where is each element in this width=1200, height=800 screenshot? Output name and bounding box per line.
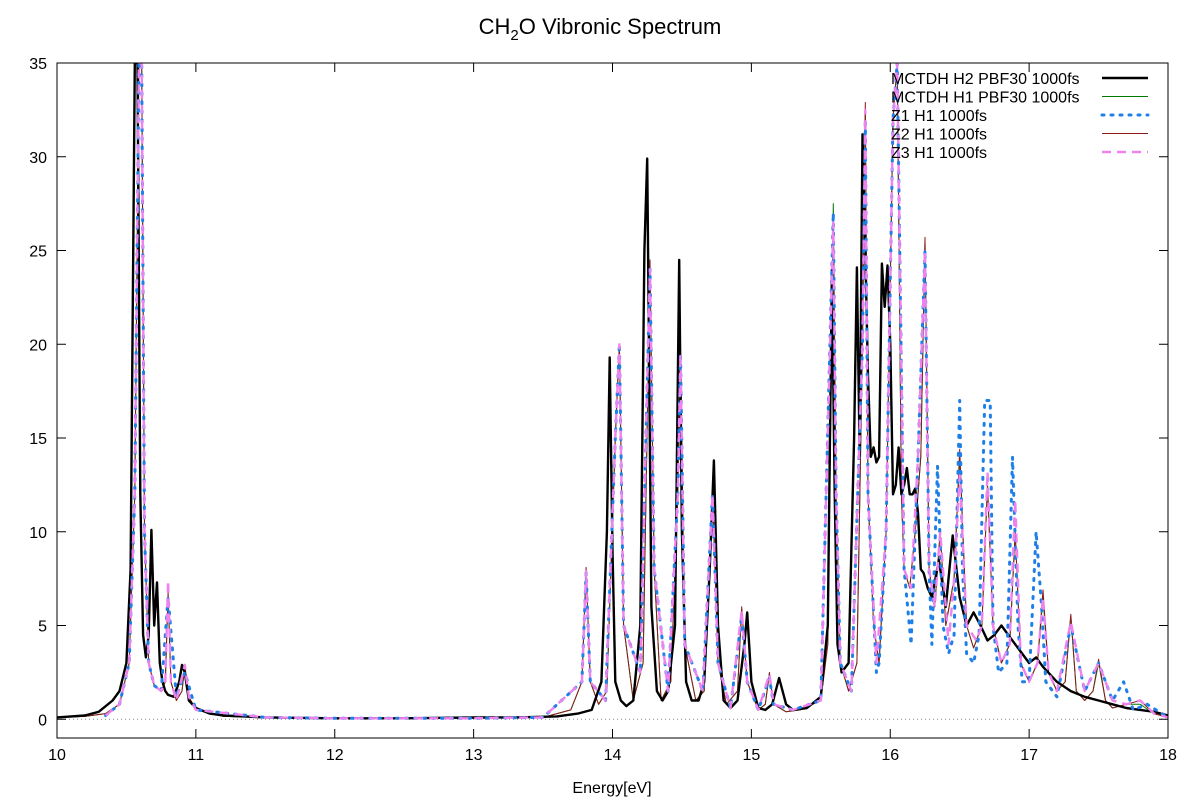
x-tick-label: 12 [326,747,344,764]
x-axis-title: Energy[eV] [572,780,651,797]
x-tick-label: 10 [48,747,66,764]
series-line-5 [104,63,1168,720]
series-line-1 [57,63,1168,720]
x-tick-label: 11 [188,747,205,764]
legend-label-3: Z1 H1 1000fs [891,108,987,125]
series-line-4 [57,63,1168,719]
series-line-2 [57,63,1168,719]
legend-label-1: MCTDH H2 PBF30 1000fs [891,71,1080,88]
chart-title-rest: O Vibronic Spectrum [519,14,722,39]
x-tick-label: 18 [1159,747,1177,764]
legend-label-4: Z2 H1 1000fs [891,127,987,144]
y-tick-label: 20 [29,337,47,354]
chart-title-subscript: 2 [510,27,518,44]
y-tick-label: 25 [29,244,47,261]
x-tick-label: 14 [604,747,622,764]
y-tick-label: 35 [29,56,47,73]
legend-label-5: Z3 H1 1000fs [891,145,987,162]
x-tick-label: 13 [465,747,483,764]
y-tick-label: 0 [38,712,47,729]
chart-title: CH2O Vibronic Spectrum [479,14,722,44]
y-tick-label: 30 [29,150,47,167]
axis-layer: 10 11 12 13 14 15 16 17 18 0 5 10 15 20 25 30 35 [29,56,1177,764]
legend: MCTDH H2 PBF30 1000fs MCTDH H1 PBF30 1000… [891,71,1150,162]
series-layer [57,63,1168,720]
plot-frame [56,62,1169,739]
y-tick-label: 5 [38,619,47,636]
x-tick-label: 16 [881,747,899,764]
x-tick-label: 15 [742,747,760,764]
chart-title-main: CH [479,14,511,39]
y-tick-label: 15 [29,431,47,448]
y-tick-label: 10 [29,525,47,542]
x-tick-label: 17 [1020,747,1038,764]
series-line-3 [104,63,1168,720]
legend-label-2: MCTDH H1 PBF30 1000fs [891,90,1080,107]
